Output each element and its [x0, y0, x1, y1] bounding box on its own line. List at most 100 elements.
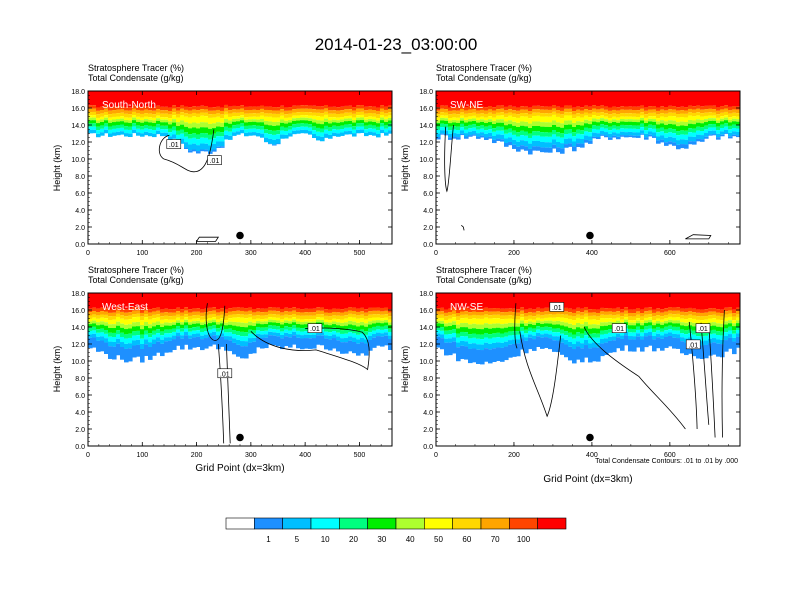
field-cell: [312, 338, 317, 349]
field-cell: [192, 330, 197, 335]
field-cell: [376, 307, 381, 311]
field-cell: [624, 125, 629, 129]
field-cell: [312, 109, 317, 113]
field-cell: [140, 133, 145, 137]
field-cell: [648, 335, 653, 346]
field-cell: [96, 130, 101, 134]
field-cell: [644, 336, 649, 348]
field-cell: [700, 293, 705, 310]
field-cell: [480, 125, 485, 129]
field-cell: [700, 316, 705, 321]
field-cell: [552, 124, 557, 131]
field-cell: [588, 136, 593, 141]
field-cell: [596, 119, 601, 123]
field-cell: [208, 128, 213, 135]
field-cell: [696, 91, 701, 106]
field-cell: [256, 122, 261, 126]
field-cell: [348, 118, 353, 121]
field-cell: [680, 311, 685, 316]
field-cell: [368, 113, 373, 117]
field-cell: [572, 329, 577, 335]
field-cell: [664, 129, 669, 134]
field-cell: [336, 107, 341, 111]
field-cell: [148, 346, 153, 360]
field-cell: [680, 130, 685, 135]
field-cell: [200, 293, 205, 310]
field-cell: [512, 121, 517, 126]
field-cell: [728, 136, 733, 139]
field-cell: [132, 335, 137, 341]
field-cell: [328, 309, 333, 313]
field-cell: [308, 127, 313, 132]
field-cell: [320, 314, 325, 318]
field-cell: [300, 321, 305, 325]
field-cell: [492, 337, 497, 343]
field-cell: [508, 141, 513, 146]
field-cell: [584, 326, 589, 331]
field-cell: [144, 314, 149, 318]
colorbar-label: 50: [434, 535, 443, 544]
field-cell: [692, 318, 697, 323]
field-cell: [732, 116, 737, 119]
field-cell: [160, 323, 165, 327]
field-cell: [236, 106, 241, 110]
field-cell: [496, 115, 501, 120]
field-cell: [492, 311, 497, 315]
field-cell: [356, 105, 361, 109]
field-cell: [128, 133, 133, 138]
field-cell: [564, 322, 569, 327]
field-cell: [544, 136, 549, 143]
field-cell: [344, 124, 349, 128]
field-cell: [736, 131, 740, 136]
field-cell: [492, 293, 497, 309]
field-cell: [724, 321, 729, 325]
field-cell: [228, 328, 233, 333]
field-cell: [156, 115, 161, 119]
field-cell: [316, 331, 321, 336]
panel-title-condensate: Total Condensate (g/kg): [436, 73, 532, 83]
field-cell: [312, 308, 317, 313]
field-cell: [368, 311, 373, 315]
field-cell: [604, 135, 609, 138]
field-cell: [516, 114, 521, 118]
field-cell: [580, 348, 585, 363]
condensate-contour: [583, 326, 686, 430]
field-cell: [180, 322, 185, 325]
field-cell: [276, 117, 281, 122]
field-cell: [528, 143, 533, 149]
field-cell: [296, 105, 301, 109]
field-cell: [120, 131, 125, 135]
field-cell: [100, 293, 105, 308]
field-cell: [120, 121, 125, 125]
field-cell: [464, 129, 469, 134]
field-cell: [236, 124, 241, 128]
field-cell: [156, 317, 161, 322]
field-cell: [148, 113, 153, 118]
field-cell: [364, 110, 369, 114]
field-cell: [660, 113, 665, 117]
field-cell: [228, 340, 233, 352]
field-cell: [340, 342, 345, 354]
colorbar: 1 5 10 20 30 40 50 60 70 100: [225, 517, 567, 544]
field-cell: [312, 321, 317, 325]
x-tick-label: 0: [86, 452, 90, 459]
field-cell: [460, 311, 465, 315]
field-cell: [568, 315, 573, 320]
field-cell: [620, 309, 625, 313]
field-cell: [140, 91, 145, 108]
field-cell: [256, 326, 261, 331]
colorbar-label: 30: [377, 535, 386, 544]
field-cell: [632, 121, 637, 126]
field-cell: [592, 125, 597, 129]
field-cell: [204, 122, 209, 128]
field-cell: [588, 120, 593, 125]
field-cell: [108, 126, 113, 130]
field-cell: [736, 333, 740, 337]
field-cell: [452, 313, 457, 318]
field-cell: [128, 312, 133, 316]
field-cell: [732, 109, 737, 113]
field-cell: [560, 325, 565, 330]
field-cell: [716, 133, 721, 138]
field-cell: [736, 314, 740, 318]
field-cell: [564, 326, 569, 332]
